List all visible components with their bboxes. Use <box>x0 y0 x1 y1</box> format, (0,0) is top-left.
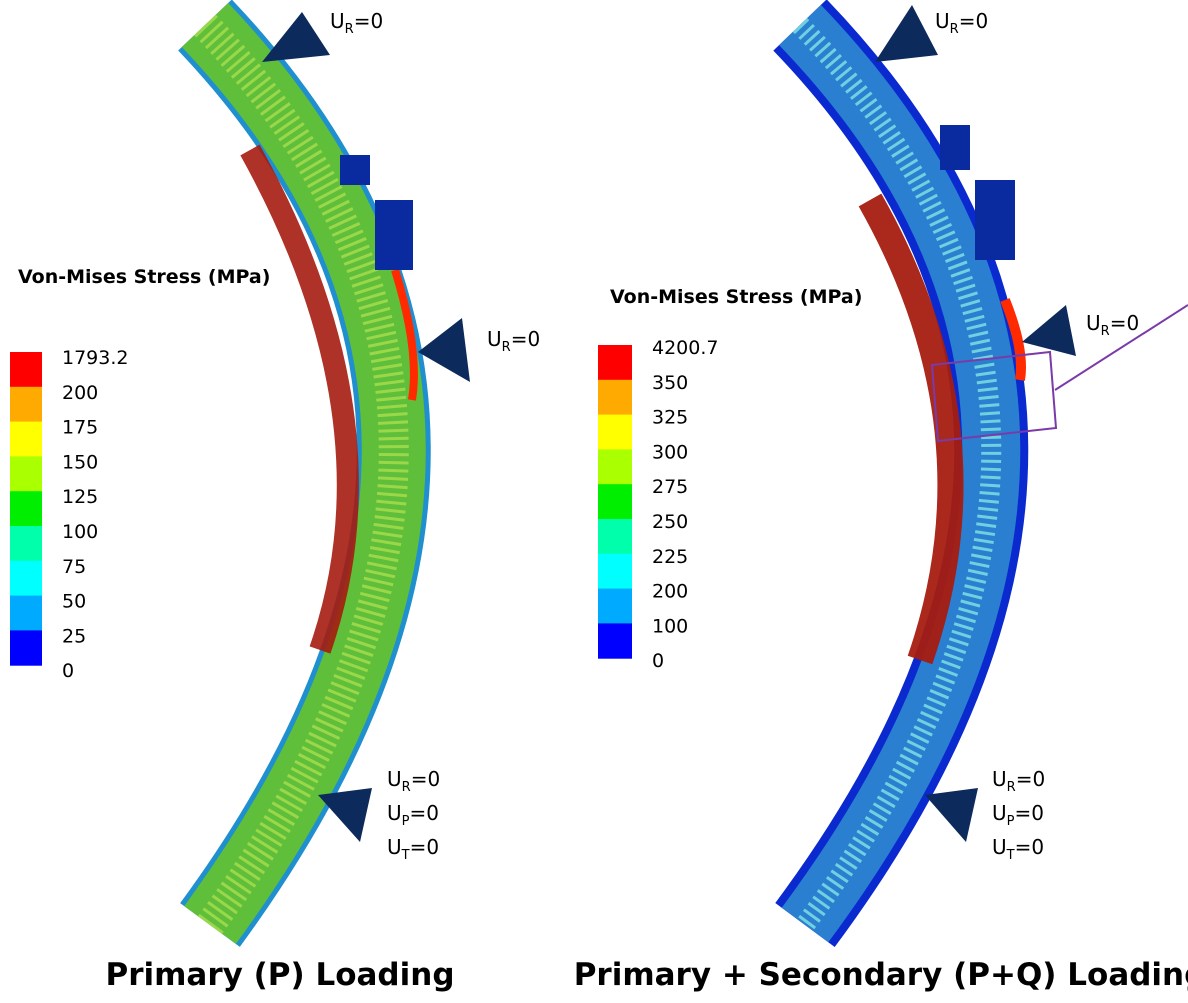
legend-swatch <box>598 449 632 485</box>
boundary-condition: UP=0 <box>992 801 1044 829</box>
bc-subscript: P <box>402 814 410 829</box>
legend-swatch <box>10 421 42 457</box>
legend-swatch <box>10 352 42 388</box>
legend-swatch <box>598 553 632 590</box>
legend-label: 75 <box>62 556 86 578</box>
bc-symbol: U <box>387 801 402 825</box>
legend-title: Von-Mises Stress (MPa) <box>18 266 270 288</box>
bc-subscript: R <box>402 780 411 795</box>
bc-value: =0 <box>354 9 383 33</box>
legend-label: 250 <box>652 511 688 533</box>
bc-value: =0 <box>1016 767 1045 791</box>
bc-value: =0 <box>1014 801 1043 825</box>
legend-label: 125 <box>62 486 98 508</box>
legend-swatch <box>10 560 42 597</box>
legend-swatch <box>10 491 42 527</box>
bc-symbol: U <box>387 835 402 859</box>
bc-subscript: R <box>502 340 511 355</box>
legend-label: 200 <box>652 581 688 603</box>
legend-label: 300 <box>652 441 688 463</box>
bc-symbol: U <box>992 835 1007 859</box>
legend-swatch <box>598 484 632 520</box>
legend: Von-Mises Stress (MPa) 4200.7 350 325 300 275… <box>598 286 862 672</box>
legend-swatch <box>10 630 42 666</box>
boundary-condition: UR=0 <box>330 9 383 37</box>
legend-label: 325 <box>652 407 688 429</box>
bc-value: =0 <box>409 801 438 825</box>
beam-model-p <box>178 0 431 947</box>
panel-title: Primary (P) Loading <box>105 957 454 993</box>
bc-symbol: U <box>935 9 950 33</box>
legend-label: 175 <box>62 417 98 439</box>
bc-subscript: R <box>950 22 959 37</box>
legend-label: 150 <box>62 451 98 473</box>
legend-label: 350 <box>652 372 688 394</box>
bc-symbol: U <box>387 767 402 791</box>
panel-title: Primary + Secondary (P+Q) Loading <box>574 957 1188 993</box>
boundary-condition: UT=0 <box>992 835 1044 863</box>
bc-subscript: R <box>1101 324 1110 339</box>
panel: Von-Mises Stress (MPa) 4200.7 350 325 300 275… <box>574 9 1188 993</box>
bc-value: =0 <box>511 327 540 351</box>
bc-symbol: U <box>330 9 345 33</box>
bc-subscript: P <box>1007 814 1015 829</box>
legend-label: 200 <box>62 382 98 404</box>
legend-label: 4200.7 <box>652 337 718 359</box>
legend-swatch <box>10 595 42 631</box>
legend-swatch <box>10 526 42 562</box>
boundary-condition: UR=0 <box>387 767 440 795</box>
legend-swatch <box>598 519 632 555</box>
legend-swatch <box>10 386 42 423</box>
legend-swatch <box>10 456 42 492</box>
bc-value: =0 <box>410 835 439 859</box>
boundary-condition: UT=0 <box>387 835 439 863</box>
legend-label: 275 <box>652 476 688 498</box>
beam-model-pq <box>773 0 1188 948</box>
legend-label: 100 <box>652 615 688 637</box>
bc-subscript: R <box>345 22 354 37</box>
boundary-condition: UP=0 <box>387 801 439 829</box>
boundary-condition: UR=0 <box>487 327 540 355</box>
boundary-condition: UR=0 <box>935 9 988 37</box>
bc-symbol: U <box>992 801 1007 825</box>
legend-swatch <box>598 379 632 416</box>
panel: Von-Mises Stress (MPa) 1793.2 200 175 150 125… <box>10 9 540 993</box>
legend-label: 100 <box>62 521 98 543</box>
bc-value: =0 <box>959 9 988 33</box>
legend-label: 1793.2 <box>62 347 128 369</box>
legend-swatch <box>598 414 632 450</box>
bc-symbol: U <box>487 327 502 351</box>
boundary-condition: UR=0 <box>992 767 1045 795</box>
bc-symbol: U <box>992 767 1007 791</box>
bc-subscript: R <box>1007 780 1016 795</box>
legend: Von-Mises Stress (MPa) 1793.2 200 175 150 125… <box>10 266 270 682</box>
legend-title: Von-Mises Stress (MPa) <box>610 286 862 308</box>
bc-symbol: U <box>1086 311 1101 335</box>
legend-swatch <box>598 345 632 381</box>
support-markers <box>262 5 1076 842</box>
legend-label: 50 <box>62 591 86 613</box>
boundary-condition: UR=0 <box>1086 311 1139 339</box>
legend-swatch <box>598 588 632 624</box>
bc-value: =0 <box>1110 311 1139 335</box>
legend-label: 225 <box>652 546 688 568</box>
legend-swatch <box>598 623 632 659</box>
bc-value: =0 <box>411 767 440 791</box>
legend-label: 0 <box>652 650 664 672</box>
legend-label: 25 <box>62 625 86 647</box>
bc-value: =0 <box>1015 835 1044 859</box>
legend-label: 0 <box>62 660 74 682</box>
bc-subscript: T <box>1006 848 1015 863</box>
bc-subscript: T <box>401 848 410 863</box>
